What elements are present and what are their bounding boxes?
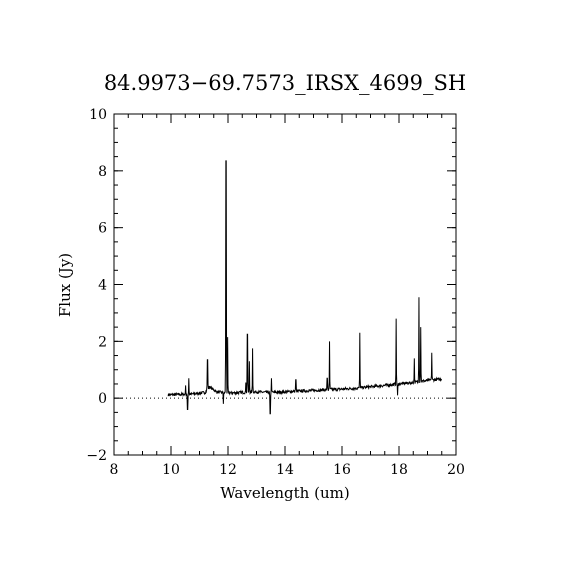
spectrum-series-line (167, 160, 443, 415)
x-tick-label: 16 (333, 462, 351, 478)
y-tick-label: 10 (89, 107, 107, 123)
major-ticks (113, 113, 457, 456)
x-tick-label: 12 (219, 462, 237, 478)
x-axis-label: Wavelength (um) (220, 484, 349, 502)
y-tick-label: 0 (98, 391, 107, 407)
x-tick-label: 18 (390, 462, 408, 478)
x-tick-label: 8 (110, 462, 119, 478)
y-tick-label: 8 (98, 164, 107, 180)
x-tick-label: 14 (276, 462, 294, 478)
y-tick-label: 6 (98, 221, 107, 237)
x-tick-label: 20 (447, 462, 465, 478)
x-tick-label: 10 (162, 462, 180, 478)
y-tick-label: 2 (98, 334, 107, 350)
y-tick-label: 4 (98, 278, 107, 294)
plot-frame (113, 113, 457, 456)
minor-ticks (113, 113, 457, 456)
y-tick-label: −2 (86, 448, 107, 464)
tick-labels: 8 10 12 14 16 18 20 −2 0 2 4 6 8 10 (86, 107, 465, 478)
chart-title: 84.9973−69.7573_IRSX_4699_SH (104, 71, 466, 95)
y-axis-label: Flux (Jy) (56, 253, 74, 317)
